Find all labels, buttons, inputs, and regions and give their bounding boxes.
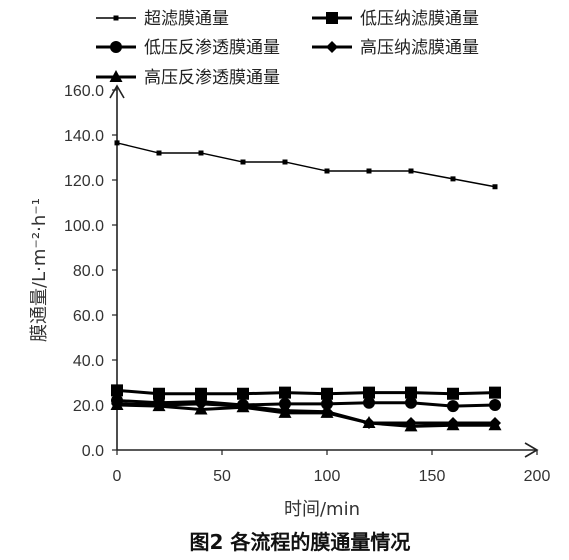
legend-label: 高压纳滤膜通量 [360, 38, 479, 58]
data-point [111, 384, 123, 397]
data-point [279, 397, 291, 410]
data-point [446, 418, 460, 431]
legend-item: 高压纳滤膜通量 [312, 38, 479, 58]
data-point [447, 400, 459, 413]
data-point [363, 396, 375, 409]
legend-item: 低压纳滤膜通量 [312, 9, 479, 29]
y-axis-arrow [109, 84, 125, 99]
data-point [194, 402, 208, 415]
x-tick-label: 50 [213, 468, 231, 485]
axes: 0.0 20.0 40.0 60.0 80.0 100.0 120.0 140.0 160.0 0… [64, 83, 550, 485]
data-point [320, 405, 334, 418]
data-point [405, 386, 417, 399]
series-group [110, 140, 502, 432]
data-point [362, 416, 376, 428]
legend-marker [326, 41, 338, 53]
legend-marker [326, 12, 338, 24]
data-point [366, 168, 372, 174]
series-line [116, 403, 495, 428]
data-point [156, 150, 162, 156]
data-point [198, 150, 204, 156]
data-point [405, 396, 417, 409]
legend-label: 超滤膜通量 [144, 9, 229, 29]
data-point [240, 159, 246, 165]
y-tick-label: 80.0 [73, 263, 104, 280]
data-point [450, 176, 456, 182]
data-point [110, 398, 124, 410]
y-tick-label: 20.0 [73, 398, 104, 415]
data-point [489, 386, 501, 399]
series-1 [114, 140, 498, 190]
series-line [116, 399, 496, 408]
x-axis-label: 时间/min [284, 499, 360, 520]
y-tick-label: 140.0 [64, 128, 104, 145]
legend-label: 低压纳滤膜通量 [360, 9, 479, 29]
data-point [488, 418, 502, 431]
y-tick-label: 100.0 [64, 218, 104, 235]
series-line [116, 142, 496, 188]
legend-marker [113, 15, 119, 21]
legend-item: 高压反渗透膜通量 [96, 68, 280, 88]
data-point [321, 397, 333, 410]
data-point [237, 387, 249, 400]
legend-label: 高压反渗透膜通量 [144, 68, 280, 88]
data-point [492, 184, 498, 190]
x-tick-label: 200 [524, 468, 551, 485]
legend-item: 低压反渗透膜通量 [96, 38, 280, 58]
y-axis-label: 膜通量/L·m⁻²·h⁻¹ [29, 198, 50, 342]
legend-marker [110, 41, 122, 53]
data-point [282, 159, 288, 165]
y-tick-label: 120.0 [64, 173, 104, 190]
x-tick-label: 100 [314, 468, 341, 485]
data-point [114, 140, 120, 146]
series-line [116, 388, 496, 396]
series-line [116, 402, 495, 425]
data-point [278, 405, 292, 418]
legend-item: 超滤膜通量 [96, 9, 229, 29]
y-tick-label: 0.0 [82, 443, 104, 460]
y-tick-label: 60.0 [73, 308, 104, 325]
data-point [236, 400, 250, 413]
data-point [363, 386, 375, 399]
legend-marker [109, 70, 123, 82]
x-tick-label: 150 [419, 468, 446, 485]
data-point [153, 387, 165, 400]
data-point [408, 168, 414, 174]
data-point [489, 399, 501, 411]
data-point [404, 419, 418, 432]
x-tick-label: 0 [113, 468, 122, 485]
y-tick-label: 40.0 [73, 353, 104, 370]
data-point [152, 399, 166, 412]
series-5 [110, 398, 502, 432]
figure-caption: 图2 各流程的膜通量情况 [190, 530, 411, 554]
series-2 [111, 384, 501, 400]
data-point [447, 387, 459, 400]
legend-label: 低压反渗透膜通量 [144, 38, 280, 58]
data-point [279, 386, 291, 399]
data-point [321, 387, 333, 400]
data-point [324, 168, 330, 174]
y-tick-label: 160.0 [64, 83, 104, 100]
